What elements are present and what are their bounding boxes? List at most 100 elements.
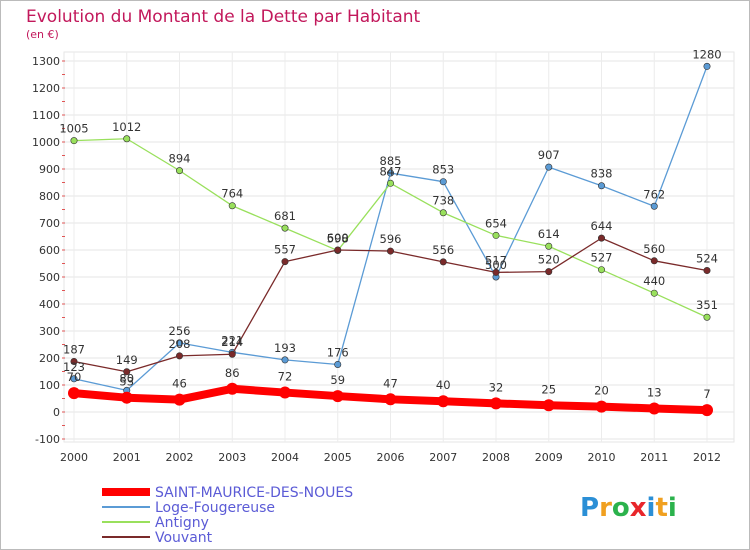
data-label: 885	[380, 154, 402, 168]
data-label: 644	[591, 219, 613, 233]
data-label: 517	[485, 253, 507, 267]
data-label: 1280	[692, 47, 721, 61]
data-point	[439, 258, 447, 266]
legend: SAINT-MAURICE-DES-NOUESLoge-FougereuseAn…	[102, 485, 353, 546]
legend-label: Loge-Fougereuse	[155, 500, 275, 516]
y-tick-label: 200	[39, 352, 60, 365]
data-point	[386, 169, 394, 177]
data-point	[703, 313, 711, 321]
data-point	[437, 395, 450, 408]
data-label: 598	[327, 232, 349, 246]
data-label: 187	[63, 343, 85, 357]
data-point	[650, 202, 658, 210]
data-point	[176, 339, 184, 347]
data-label: 123	[63, 360, 85, 374]
data-point	[542, 399, 555, 412]
x-tick-label: 2001	[113, 451, 141, 464]
data-point	[595, 400, 608, 413]
data-labels: 123 80 256 221 193 176 885 853 500 907 838 762 1280 1…	[59, 47, 721, 401]
y-tick-label: 100	[39, 379, 60, 392]
axes: -100 0 100 200 300 400 500 600 700 800 900 1000 1100…	[32, 55, 721, 464]
data-point	[228, 202, 236, 210]
data-point	[281, 258, 289, 266]
y-tick-label: 1000	[32, 136, 60, 149]
data-point	[279, 386, 291, 399]
data-label: 894	[169, 152, 191, 166]
data-point	[386, 179, 394, 187]
data-label: 149	[116, 353, 138, 367]
data-label: 738	[432, 194, 454, 208]
x-tick-label: 2012	[693, 451, 721, 464]
data-label: 176	[327, 345, 349, 359]
data-point	[120, 391, 133, 404]
y-tick-label: 1300	[32, 55, 60, 68]
data-point	[68, 387, 80, 400]
y-tick-label: -100	[35, 433, 60, 446]
data-point	[597, 182, 605, 190]
data-point	[176, 352, 184, 360]
data-label: 7	[703, 387, 710, 401]
y-tick-label: 0	[53, 406, 60, 419]
data-label: 13	[647, 385, 662, 399]
data-point	[281, 224, 289, 232]
data-point	[226, 382, 239, 395]
data-label: 853	[432, 163, 454, 177]
data-label: 1005	[59, 122, 88, 136]
data-label: 80	[119, 371, 134, 385]
x-tick-label: 2009	[535, 451, 563, 464]
data-label: 654	[485, 216, 507, 230]
x-tick-label: 2007	[429, 451, 457, 464]
data-label: 46	[172, 377, 187, 391]
data-label: 59	[330, 373, 345, 387]
data-label: 500	[485, 258, 507, 272]
legend-label: SAINT-MAURICE-DES-NOUES	[155, 485, 353, 501]
data-point	[545, 242, 553, 250]
y-tick-label: 800	[39, 190, 60, 203]
data-point	[701, 404, 713, 417]
data-point	[123, 368, 131, 376]
y-tick-label: 700	[39, 217, 60, 230]
data-label: 193	[274, 341, 296, 355]
data-label: 47	[383, 376, 398, 390]
y-tick-label: 600	[39, 244, 60, 257]
x-tick-label: 2008	[482, 451, 510, 464]
data-point	[176, 167, 184, 175]
legend-label: Antigny	[155, 515, 209, 531]
data-point	[386, 247, 394, 255]
data-point	[439, 178, 447, 186]
data-point	[70, 358, 78, 366]
data-label: 520	[538, 253, 560, 267]
y-tick-label: 400	[39, 298, 60, 311]
x-tick-label: 2002	[166, 451, 194, 464]
data-point	[597, 266, 605, 274]
data-label: 70	[67, 370, 82, 384]
data-label: 53	[119, 375, 134, 389]
data-label: 681	[274, 209, 296, 223]
y-tick-label: 500	[39, 271, 60, 284]
data-point	[650, 289, 658, 297]
data-label: 25	[541, 382, 556, 396]
data-label: 32	[489, 380, 504, 394]
data-label: 838	[591, 167, 613, 181]
data-point	[703, 62, 711, 70]
data-label: 1012	[112, 120, 141, 134]
data-label: 214	[221, 335, 243, 349]
data-label: 72	[278, 370, 293, 384]
x-tick-label: 2005	[324, 451, 352, 464]
data-label: 351	[696, 298, 718, 312]
data-point	[228, 350, 236, 358]
data-label: 764	[221, 187, 243, 201]
x-tick-label: 2010	[588, 451, 616, 464]
data-point	[70, 375, 78, 383]
x-tick-label: 2006	[377, 451, 405, 464]
data-point	[384, 393, 397, 406]
data-label: 600	[327, 231, 349, 245]
data-label: 208	[169, 337, 191, 351]
data-label: 524	[696, 252, 718, 266]
data-point	[173, 393, 186, 406]
data-point	[545, 163, 553, 171]
data-label: 221	[221, 333, 243, 347]
chart-subtitle: (en €)	[26, 28, 59, 41]
